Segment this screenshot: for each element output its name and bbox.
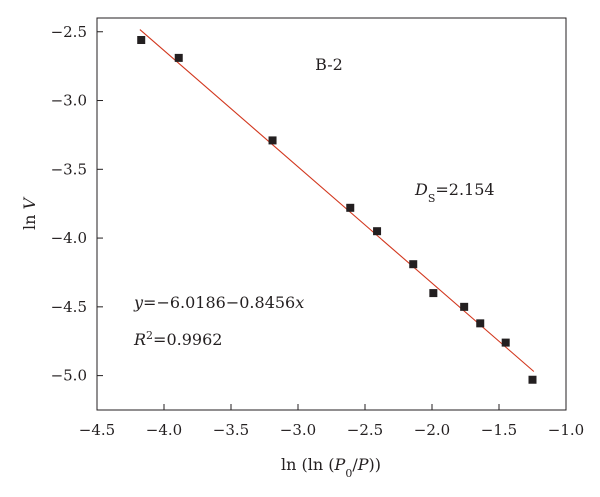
x-tick-label: −4.5 xyxy=(79,421,115,439)
data-point xyxy=(460,302,469,311)
y-axis-ticks: −5.0 −4.5 −4.0 −3.5 −3.0 −2.5 xyxy=(51,23,103,385)
data-point xyxy=(137,36,146,45)
fractal-dimension-label: DS=2.154 xyxy=(414,180,495,205)
y-tick-label: −3.0 xyxy=(51,92,87,110)
y-tick-label: −3.5 xyxy=(51,160,87,178)
data-point xyxy=(373,227,382,236)
plot-area xyxy=(96,17,567,411)
y-tick-label: −4.5 xyxy=(51,298,87,316)
data-point xyxy=(268,136,277,145)
data-point xyxy=(528,375,537,384)
x-tick-label: −1.5 xyxy=(481,421,517,439)
sample-label: B-2 xyxy=(315,55,343,74)
regression-line xyxy=(139,29,535,372)
data-point xyxy=(409,260,418,269)
x-tick-label: −3.5 xyxy=(213,421,249,439)
y-axis-title: ln V xyxy=(20,197,39,231)
x-axis-ticks: −4.5 −4.0 −3.5 −3.0 −2.5 −2.0 −1.5 −1.0 xyxy=(79,404,584,439)
y-tick-label: −4.0 xyxy=(51,229,87,247)
x-tick-label: −4.0 xyxy=(146,421,182,439)
x-tick-label: −2.5 xyxy=(347,421,383,439)
data-point xyxy=(476,319,485,328)
x-tick-label: −3.0 xyxy=(280,421,316,439)
y-tick-label: −5.0 xyxy=(51,367,87,385)
y-tick-label: −2.5 xyxy=(51,23,87,41)
x-axis-title: ln (ln (P0/P)) xyxy=(281,455,381,480)
x-tick-label: −2.0 xyxy=(414,421,450,439)
x-tick-label: −1.0 xyxy=(548,421,584,439)
data-point xyxy=(429,289,438,298)
data-point xyxy=(501,338,510,347)
data-point xyxy=(174,53,183,62)
data-point xyxy=(346,203,355,212)
data-points xyxy=(137,36,537,384)
r-squared-label: R2=0.9962 xyxy=(133,329,222,350)
regression-equation: y=−6.0186−0.8456x xyxy=(133,293,304,312)
